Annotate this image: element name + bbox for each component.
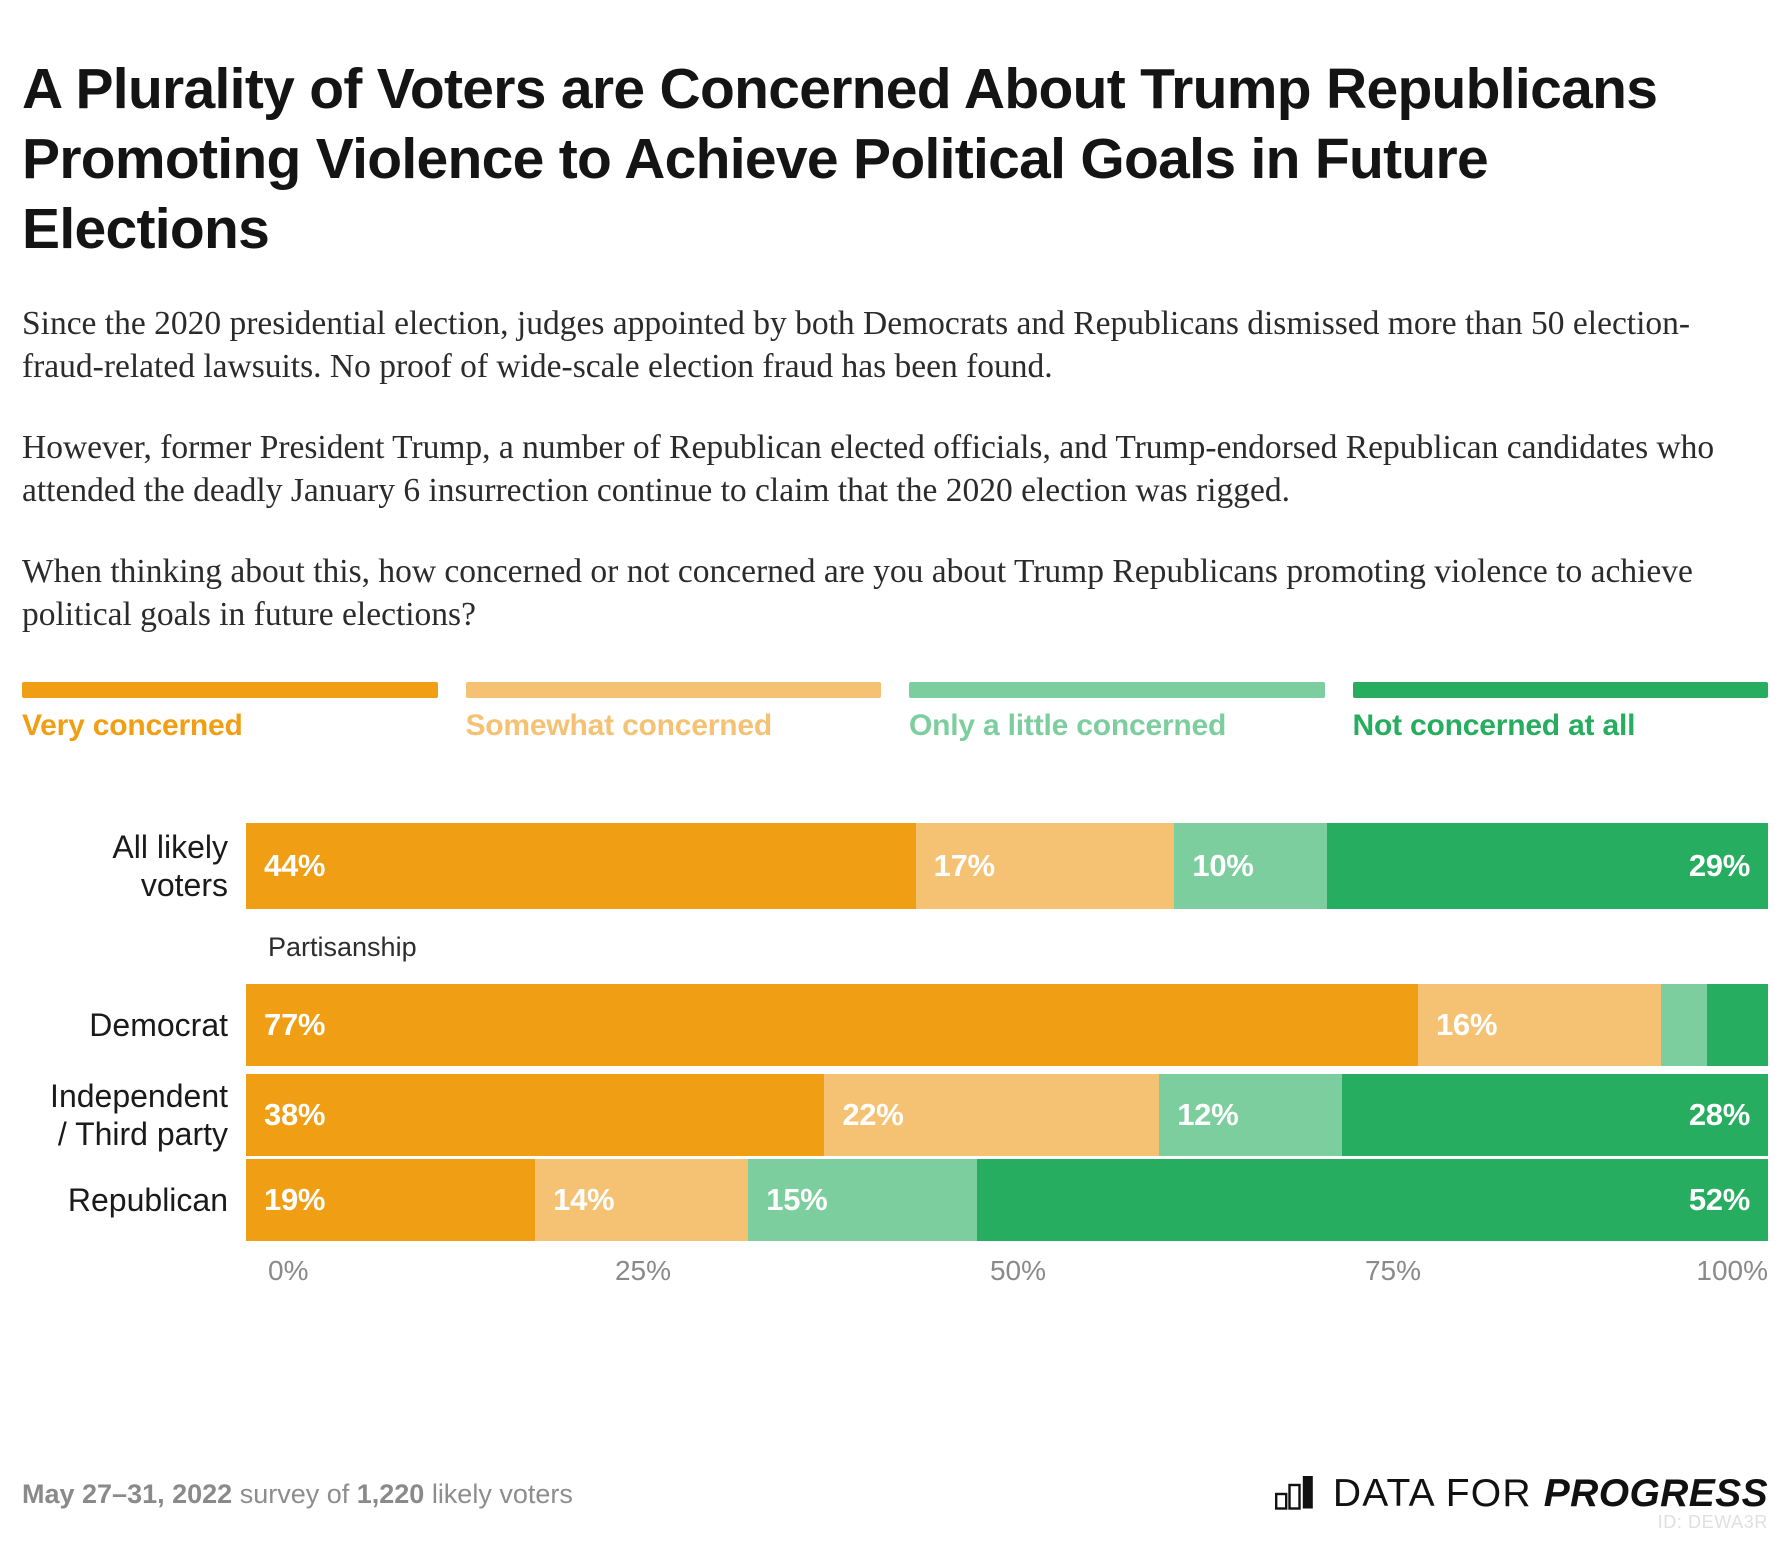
axis-tick-label: 50% bbox=[989, 1255, 1047, 1287]
source-tail: likely voters bbox=[424, 1478, 573, 1509]
bar-segment-value: 22% bbox=[842, 1097, 904, 1133]
legend-item[interactable]: Somewhat concerned bbox=[465, 682, 881, 743]
bar-segment-value: 77% bbox=[264, 1007, 326, 1043]
bar-segment[interactable]: 14% bbox=[535, 1159, 749, 1242]
bar-segment[interactable] bbox=[1707, 984, 1768, 1067]
bar-segment[interactable]: 22% bbox=[824, 1074, 1160, 1157]
stacked-bar: 19% 14% 15% 52% bbox=[246, 1159, 1768, 1242]
bar-segment[interactable]: 17% bbox=[915, 823, 1175, 910]
chart-row: Independent / Third party 38% 22% 12% 28% bbox=[22, 1074, 1768, 1157]
bar-segment-value: 19% bbox=[264, 1182, 326, 1218]
legend-item[interactable]: Only a little concerned bbox=[909, 682, 1325, 743]
chart-row-label-line: / Third party bbox=[57, 1116, 228, 1153]
bar-segment[interactable]: 10% bbox=[1174, 823, 1327, 910]
chart-row-label-line: Democrat bbox=[89, 1007, 228, 1044]
chart-legend: Very concerned Somewhat concerned Only a l… bbox=[22, 682, 1768, 743]
bar-segment[interactable]: 15% bbox=[748, 1159, 977, 1242]
legend-label: Somewhat concerned bbox=[465, 709, 773, 743]
legend-label: Very concerned bbox=[22, 709, 243, 743]
bar-segment-value: 44% bbox=[264, 848, 326, 884]
chart-row-label: Republican bbox=[22, 1159, 246, 1241]
brand-light-text: DATA FOR bbox=[1332, 1472, 1544, 1516]
axis-tick-label: 25% bbox=[614, 1255, 672, 1287]
chart-row: Democrat 77% 16% bbox=[22, 984, 1768, 1067]
stacked-bar: 38% 22% 12% 28% bbox=[246, 1074, 1768, 1157]
chart-row-label: Independent / Third party bbox=[22, 1074, 246, 1156]
axis-tick-label: 100% bbox=[1696, 1255, 1768, 1287]
bar-segment[interactable] bbox=[1661, 984, 1708, 1067]
brand-wordmark: DATA FOR PROGRESS bbox=[1333, 1472, 1768, 1516]
bar-segment-value: 38% bbox=[264, 1097, 326, 1133]
legend-swatch bbox=[909, 682, 1325, 699]
stacked-bar: 77% 16% bbox=[246, 984, 1768, 1067]
chart-row: All likely voters 44% 17% 10% 29% bbox=[22, 823, 1768, 910]
footer: May 27–31, 2022 survey of 1,220 likely v… bbox=[22, 1468, 1768, 1532]
page-title: A Plurality of Voters are Concerned Abou… bbox=[22, 57, 1658, 262]
chart-group-label: Partisanship bbox=[268, 932, 417, 963]
bar-segment-value: 52% bbox=[1688, 1182, 1750, 1218]
legend-item[interactable]: Not concerned at all bbox=[1352, 682, 1768, 743]
legend-item[interactable]: Very concerned bbox=[22, 682, 438, 743]
legend-label: Only a little concerned bbox=[909, 709, 1227, 743]
axis-tick-label: 75% bbox=[1364, 1255, 1422, 1287]
bar-segment[interactable]: 12% bbox=[1159, 1074, 1342, 1157]
legend-swatch bbox=[22, 682, 438, 699]
chart-row-label-line: voters bbox=[140, 867, 228, 904]
bar-segment[interactable]: 19% bbox=[246, 1159, 536, 1242]
bar-segment-value: 16% bbox=[1435, 1007, 1498, 1043]
bar-segment-value: 14% bbox=[553, 1182, 615, 1218]
stacked-bar: 44% 17% 10% 29% bbox=[246, 823, 1768, 910]
source-sample-size: 1,220 bbox=[356, 1478, 425, 1509]
intro-paragraph-2: However, former President Trump, a numbe… bbox=[22, 429, 1715, 510]
legend-label: Not concerned at all bbox=[1352, 709, 1636, 743]
legend-swatch bbox=[465, 682, 881, 699]
bar-segment[interactable]: 44% bbox=[246, 823, 916, 910]
source-note: May 27–31, 2022 survey of 1,220 likely v… bbox=[22, 1479, 573, 1510]
intro-paragraph-1: Since the 2020 presidential election, ju… bbox=[22, 305, 1691, 386]
bar-segment-value: 17% bbox=[933, 848, 995, 884]
source-mid: survey of bbox=[232, 1478, 357, 1509]
chart-row-label-line: All likely bbox=[112, 829, 228, 866]
chart-row-label-line: Independent bbox=[50, 1078, 228, 1115]
legend-swatch bbox=[1352, 682, 1768, 699]
infographic-page: A Plurality of Voters are Concerned Abou… bbox=[0, 38, 1790, 1542]
bar-segment-value: 28% bbox=[1688, 1097, 1750, 1133]
bar-segment-value: 12% bbox=[1177, 1097, 1239, 1133]
brand-logo: DATA FOR PROGRESS ID: DEWA3R bbox=[1274, 1472, 1768, 1532]
chart-row-label: Democrat bbox=[22, 984, 246, 1066]
bar-segment[interactable]: 29% bbox=[1326, 823, 1768, 910]
x-axis: 0% 25% 50% 75% 100% bbox=[268, 1255, 1768, 1295]
chart-id: ID: DEWA3R bbox=[1657, 1512, 1768, 1533]
bar-chart-icon bbox=[1274, 1474, 1317, 1515]
bar-segment[interactable]: 16% bbox=[1417, 984, 1662, 1067]
question-paragraph: When thinking about this, how concerned … bbox=[22, 553, 1693, 634]
stacked-bar-chart: All likely voters 44% 17% 10% 29% Partisanship… bbox=[22, 801, 1768, 1286]
chart-row: Republican 19% 14% 15% 52% bbox=[22, 1159, 1768, 1242]
bar-segment[interactable]: 38% bbox=[246, 1074, 825, 1157]
bar-segment-value: 10% bbox=[1192, 848, 1254, 884]
axis-tick-label: 0% bbox=[268, 1255, 309, 1287]
bar-segment[interactable]: 52% bbox=[976, 1159, 1768, 1242]
source-date: May 27–31, 2022 bbox=[22, 1478, 233, 1509]
chart-row-label-line: Republican bbox=[67, 1182, 228, 1219]
chart-row-label: All likely voters bbox=[22, 823, 246, 909]
bar-segment[interactable]: 77% bbox=[246, 984, 1418, 1067]
bar-segment-value: 29% bbox=[1688, 848, 1750, 884]
bar-segment-value: 15% bbox=[766, 1182, 828, 1218]
brand-bold-text: PROGRESS bbox=[1543, 1472, 1768, 1516]
bar-segment[interactable]: 28% bbox=[1341, 1074, 1768, 1157]
